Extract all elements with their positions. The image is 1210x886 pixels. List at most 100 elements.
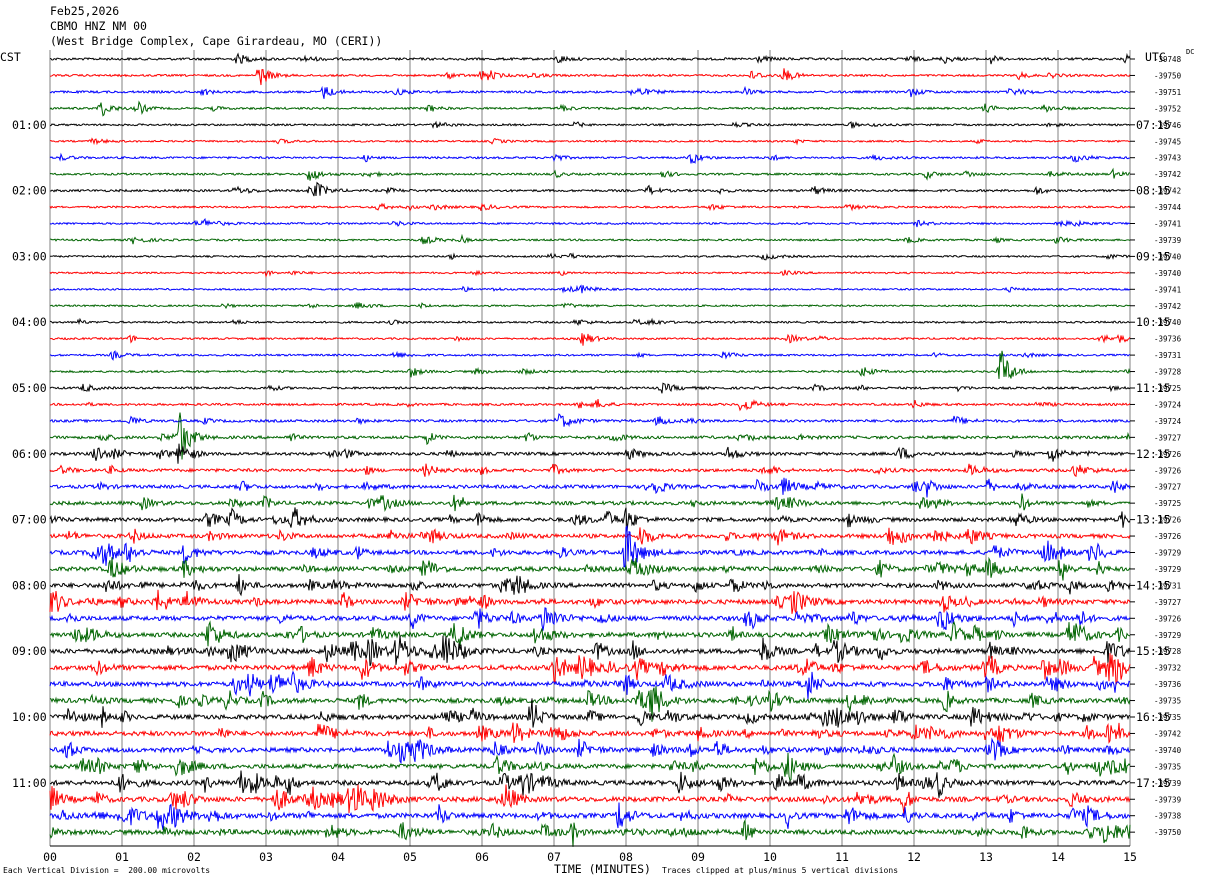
scale-note: Each Vertical Division = 200.00 microvol… [3,866,211,875]
dc-offset-label-16: -39740 [1154,318,1182,327]
cst-label-10:00: 10:00 [12,710,47,724]
utc-label-11:15: 11:15 [1136,381,1171,395]
trace-row-11 [50,233,1131,245]
x-tick-label-08: 08 [619,850,633,864]
x-tick-label-06: 06 [475,850,489,864]
dc-offset-label-12: -39740 [1154,252,1182,261]
utc-label-17:15: 17:15 [1136,776,1171,790]
dc-offset-label-29: -39726 [1154,532,1182,541]
dc-offset-label-38: -39736 [1154,680,1182,689]
dc-offset-label-44: -39739 [1154,779,1181,788]
dc-offset-label-43: -39735 [1154,762,1181,771]
trace-row-1 [49,68,1131,86]
trace-row-44 [49,770,1131,798]
dc-offset-label-31: -39729 [1154,565,1181,574]
trace-row-22 [49,413,1131,428]
dc-offset-label-40: -39735 [1154,713,1181,722]
dc-offset-label-26: -39727 [1154,483,1181,492]
dc-offset-label-8: -39742 [1154,187,1181,196]
cst-label-06:00: 06:00 [12,447,47,461]
cst-label-09:00: 09:00 [12,644,47,658]
x-tick-label-10: 10 [763,850,777,864]
dc-offset-label-34: -39726 [1154,614,1182,623]
dc-offset-label-6: -39743 [1154,154,1181,163]
trace-row-46 [49,802,1131,831]
trace-row-5 [49,137,1131,146]
trace-row-6 [49,152,1131,164]
cst-axis-label: CST [0,50,21,64]
utc-label-15:15: 15:15 [1136,644,1171,658]
dc-offset-label-22: -39724 [1154,417,1182,426]
utc-label-12:15: 12:15 [1136,447,1171,461]
dc-offset-label-30: -39729 [1154,549,1181,558]
dc-offset-label-45: -39739 [1154,795,1181,804]
trace-row-26 [49,477,1131,498]
cst-label-08:00: 08:00 [12,578,47,592]
trace-row-16 [49,317,1131,327]
trace-row-39 [49,686,1131,722]
trace-row-29 [49,527,1131,546]
cst-label-02:00: 02:00 [12,184,47,198]
utc-axis-label: UTC [1145,50,1166,64]
dc-offset-label-18: -39731 [1154,351,1181,360]
trace-row-25 [49,463,1131,478]
utc-label-14:15: 14:15 [1136,578,1171,592]
dc-offset-label-0: -39748 [1154,55,1182,64]
x-tick-label-02: 02 [187,850,201,864]
dc-offset-label-15: -39742 [1154,302,1181,311]
dc-offset-label-42: -39740 [1154,746,1182,755]
trace-row-13 [49,269,1131,278]
cst-label-04:00: 04:00 [12,315,47,329]
dc-offset-label-41: -39742 [1154,729,1181,738]
trace-row-40 [49,698,1131,728]
trace-row-20 [49,382,1131,394]
x-tick-label-07: 07 [547,850,561,864]
dc-offset-label-25: -39726 [1154,466,1182,475]
x-tick-label-01: 01 [115,850,129,864]
cst-label-01:00: 01:00 [12,118,47,132]
x-tick-label-13: 13 [979,850,993,864]
chart-date: Feb25,2026 [50,4,120,18]
trace-row-41 [49,722,1131,744]
trace-row-23 [50,412,1131,460]
trace-row-3 [49,100,1131,117]
trace-row-15 [49,302,1131,310]
chart-location: (West Bridge Complex, Cape Girardeau, MO… [50,34,383,48]
cst-label-11:00: 11:00 [12,776,47,790]
dc-offset-label-2: -39751 [1154,88,1181,97]
trace-row-42 [49,737,1131,765]
trace-row-19 [49,350,1131,379]
dc-offset-label-35: -39729 [1154,631,1181,640]
x-tick-label-00: 00 [43,850,57,864]
dc-offset-label-47: -39750 [1154,828,1182,837]
utc-label-09:15: 09:15 [1136,249,1171,263]
dc-offset-label-7: -39742 [1154,170,1181,179]
x-tick-label-03: 03 [259,850,273,864]
trace-row-9 [49,202,1131,212]
trace-row-38 [49,670,1131,700]
dc-offset-label-33: -39727 [1154,598,1181,607]
dc-offset-label-10: -39741 [1154,220,1181,229]
trace-row-36 [49,635,1131,667]
x-tick-label-04: 04 [331,850,345,864]
trace-row-27 [49,493,1131,513]
dc-offset-label-5: -39745 [1154,137,1181,146]
dc-offset-label-3: -39752 [1154,104,1181,113]
x-tick-label-12: 12 [907,850,921,864]
trace-row-47 [49,818,1131,847]
cst-label-03:00: 03:00 [12,249,47,263]
dc-label: DC [1186,48,1195,56]
trace-row-0 [49,52,1131,65]
dc-offset-label-9: -39744 [1154,203,1182,212]
trace-row-21 [49,399,1131,412]
utc-label-13:15: 13:15 [1136,513,1171,527]
chart-station: CBMO HNZ NM 00 [50,19,147,33]
dc-offset-label-17: -39736 [1154,335,1182,344]
trace-row-34 [49,607,1131,631]
utc-label-07:15: 07:15 [1136,118,1171,132]
dc-offset-label-36: -39728 [1154,647,1182,656]
dc-offset-label-20: -39725 [1154,384,1181,393]
trace-row-45 [49,784,1131,815]
trace-row-14 [49,284,1131,294]
trace-row-31 [49,556,1131,581]
